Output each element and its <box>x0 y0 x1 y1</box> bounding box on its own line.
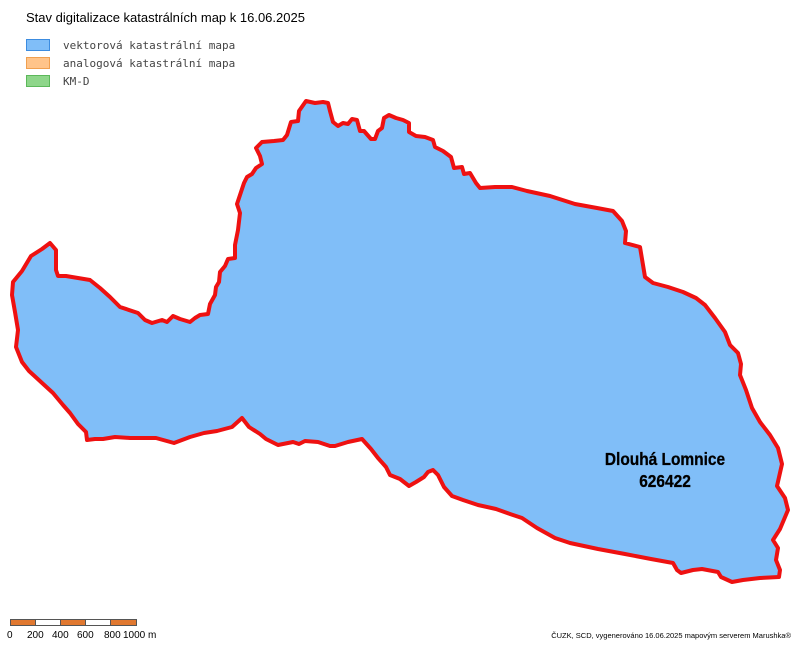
legend-item-kmd: KM-D <box>26 72 235 90</box>
scale-label-1000: 1000 m <box>123 630 157 641</box>
scale-label-800: 800 <box>104 630 121 641</box>
legend-swatch-vector <box>26 39 50 51</box>
scale-segment-1 <box>10 619 37 626</box>
scale-label-600: 600 <box>77 630 94 641</box>
legend-swatch-kmd <box>26 75 50 87</box>
legend-label-analog: analogová katastrální mapa <box>63 56 236 70</box>
scale-segment-4 <box>85 619 112 626</box>
credits-text: ČUZK, SCD, vygenerováno 16.06.2025 mapov… <box>551 631 791 640</box>
map-title: Stav digitalizace katastrálních map k 16… <box>26 10 305 25</box>
scale-segment-5 <box>110 619 137 626</box>
legend: vektorová katastrální mapa analogová kat… <box>26 36 235 90</box>
legend-label-vector: vektorová katastrální mapa <box>63 38 236 52</box>
cadastral-area-polygon[interactable] <box>10 99 790 584</box>
legend-item-analog: analogová katastrální mapa <box>26 54 235 72</box>
legend-label-kmd: KM-D <box>63 74 90 88</box>
scale-label-400: 400 <box>52 630 69 641</box>
area-name-label: Dlouhá Lomnice <box>605 449 725 469</box>
scale-segment-2 <box>35 619 62 626</box>
legend-swatch-analog <box>26 57 50 69</box>
scale-label-200: 200 <box>27 630 44 641</box>
scale-label-0: 0 <box>7 630 13 641</box>
area-code-label: 626422 <box>639 471 691 491</box>
scale-segment-3 <box>60 619 87 626</box>
legend-item-vector: vektorová katastrální mapa <box>26 36 235 54</box>
scale-bar: 0 200 400 600 800 1000 m <box>7 619 156 649</box>
